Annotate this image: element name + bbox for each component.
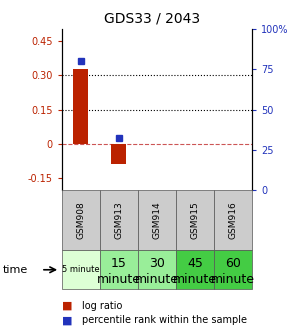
Text: log ratio: log ratio [82, 301, 122, 311]
Text: GSM915: GSM915 [190, 201, 199, 239]
Text: percentile rank within the sample: percentile rank within the sample [82, 316, 247, 325]
Text: GSM914: GSM914 [152, 201, 161, 239]
Text: 15: 15 [111, 257, 127, 270]
Text: 60: 60 [225, 257, 241, 270]
Text: 45: 45 [187, 257, 203, 270]
Text: 30: 30 [149, 257, 165, 270]
Text: GSM916: GSM916 [229, 201, 237, 239]
Text: GDS33 / 2043: GDS33 / 2043 [104, 11, 200, 26]
Text: 5 minute: 5 minute [62, 265, 99, 274]
Text: ■: ■ [62, 301, 72, 311]
Text: minute: minute [211, 273, 255, 286]
Bar [73, 70, 88, 144]
Text: ■: ■ [62, 316, 72, 325]
Bar [111, 144, 126, 164]
Text: minute: minute [173, 273, 217, 286]
Text: minute: minute [97, 273, 141, 286]
Text: GSM913: GSM913 [114, 201, 123, 239]
Text: minute: minute [135, 273, 179, 286]
Text: time: time [3, 265, 28, 275]
Text: GSM908: GSM908 [76, 201, 85, 239]
